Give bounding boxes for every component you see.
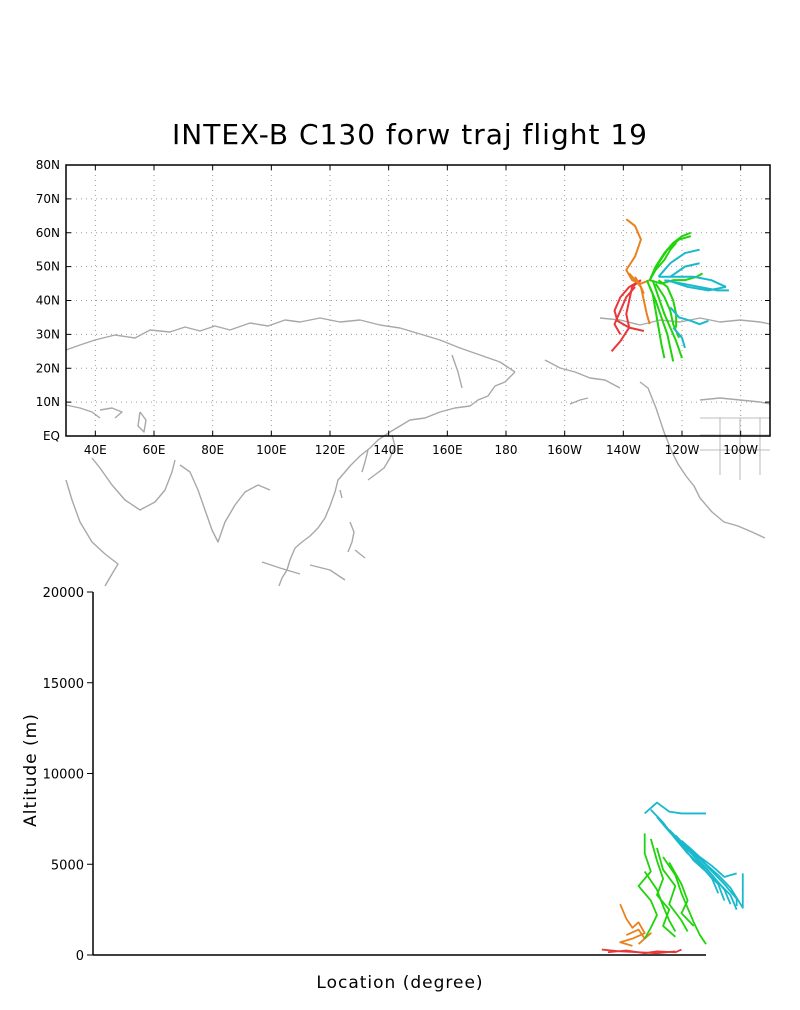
map-xtick-label: 100W <box>723 443 758 457</box>
map-trajectory-green <box>649 272 704 285</box>
map-trajectory-green <box>657 279 678 328</box>
map-trajectory-red <box>613 279 645 332</box>
map-ytick-label: 40N <box>36 294 60 308</box>
map-ytick-label: 10N <box>36 395 60 409</box>
map-trajectory-orange <box>628 272 645 295</box>
map-xtick-label: 100E <box>256 443 287 457</box>
map-trajectory-cyan <box>657 248 700 278</box>
altitude-ticks: 0 5000 10000 15000 20000 <box>43 586 93 964</box>
map-trajectory-cyan <box>658 275 727 288</box>
altitude-ytick-label: 0 <box>76 949 84 964</box>
chart-title: INTEX-B C130 forw traj flight 19 <box>172 118 648 151</box>
map-trajectory-green <box>651 279 683 359</box>
map-ytick-label: 80N <box>36 158 60 172</box>
altitude-plot: 0 5000 10000 15000 20000 Location (degree) A… <box>21 586 744 993</box>
map-ytick-label: 50N <box>36 260 60 274</box>
altitude-trajectory-red <box>601 948 676 955</box>
map-trajectory-cyan <box>669 306 709 326</box>
altitude-trajectory-green <box>649 838 676 938</box>
map-trajectory-cyan <box>672 326 686 349</box>
map-trajectory-green <box>648 231 692 281</box>
altitude-trajectory-green <box>668 861 695 927</box>
map-trajectories <box>610 218 729 362</box>
altitude-ytick-label: 20000 <box>43 586 84 601</box>
map-ytick-label: 30N <box>36 327 60 341</box>
map-trajectory-cyan <box>667 279 727 292</box>
map-xtick-label: 140W <box>606 443 641 457</box>
map-xtick-label: 80E <box>201 443 224 457</box>
map-trajectory-green <box>648 242 677 281</box>
altitude-trajectories <box>601 801 744 955</box>
map-xtick-label: 120E <box>315 443 346 457</box>
map-trajectory-green <box>648 286 675 362</box>
map-xtick-label: 180 <box>495 443 518 457</box>
altitude-trajectory-orange <box>619 903 646 947</box>
trajectory-map: 40E 60E 80E 100E 120E 140E 160E 180 160W 140W 120W… <box>36 158 771 587</box>
altitude-trajectory-cyan <box>687 845 737 878</box>
map-ytick-label: 60N <box>36 226 60 240</box>
altitude-axes <box>92 592 706 956</box>
altitude-trajectory-green <box>643 871 677 932</box>
map-grid <box>66 164 770 437</box>
map-xtick-label: 120W <box>665 443 700 457</box>
altitude-trajectory-cyan <box>644 801 706 815</box>
y-axis-label: Altitude (m) <box>21 713 41 827</box>
x-axis-label: Location (degree) <box>316 973 483 993</box>
map-ytick-label: EQ <box>43 429 60 443</box>
altitude-trajectory-green <box>656 847 689 932</box>
altitude-ytick-label: 10000 <box>43 768 84 783</box>
map-trajectory-red <box>613 286 636 335</box>
altitude-ytick-label: 5000 <box>51 858 84 873</box>
map-ytick-label: 70N <box>36 192 60 206</box>
map-ytick-label: 20N <box>36 361 60 375</box>
map-trajectory-green <box>648 235 692 281</box>
map-xtick-label: 60E <box>143 443 166 457</box>
map-axis-ticks: 40E 60E 80E 100E 120E 140E 160E 180 160W 140W 120W… <box>36 158 770 457</box>
map-xtick-label: 160W <box>547 443 582 457</box>
map-xtick-label: 160E <box>432 443 463 457</box>
altitude-trajectory-green <box>637 833 658 940</box>
map-xtick-label: 140E <box>373 443 404 457</box>
coastlines <box>65 317 771 587</box>
altitude-ytick-label: 15000 <box>43 677 84 692</box>
map-trajectory-red <box>610 279 642 352</box>
map-xtick-label: 40E <box>84 443 107 457</box>
map-trajectory-cyan <box>669 262 700 278</box>
